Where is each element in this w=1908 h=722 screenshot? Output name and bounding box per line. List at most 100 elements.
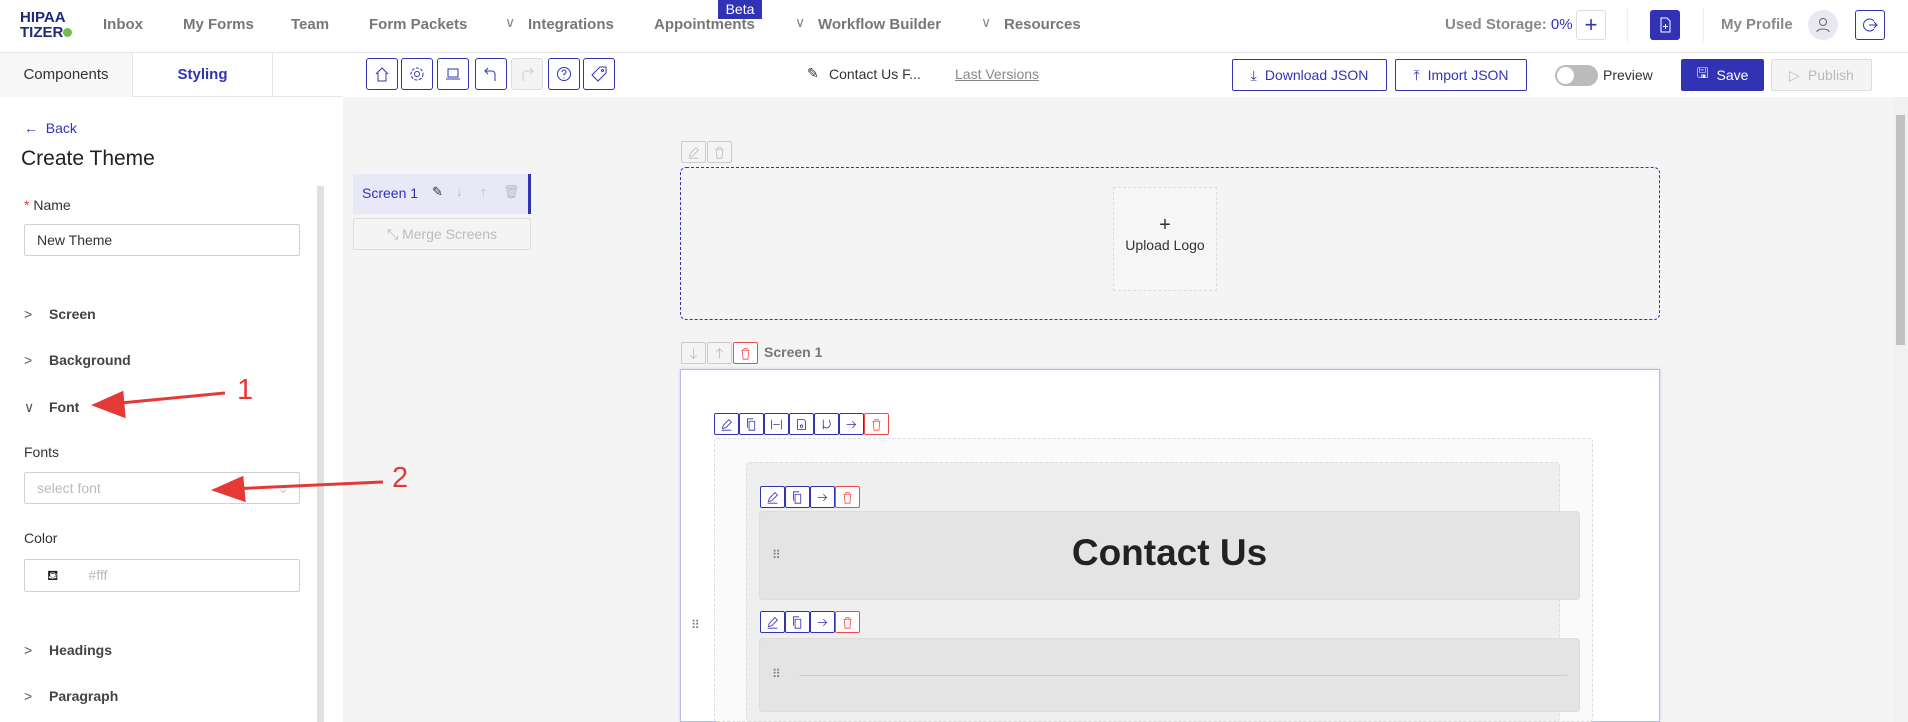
laptop-icon xyxy=(446,68,460,80)
arrow-up-icon[interactable]: ↑ xyxy=(480,184,487,199)
nav-team[interactable]: Team xyxy=(291,16,330,33)
nav-integrations[interactable]: Integrations xyxy=(528,16,614,33)
edit-button[interactable] xyxy=(760,611,785,633)
branch-icon xyxy=(822,419,831,429)
chevron-down-icon: ∨ xyxy=(981,14,992,30)
document-title[interactable]: Contact Us F... xyxy=(829,66,921,82)
move-button[interactable] xyxy=(839,413,864,435)
move-up-button[interactable] xyxy=(707,342,732,364)
edit-icon[interactable]: ✎ xyxy=(432,184,443,199)
heading-block[interactable]: ⠿ Contact Us xyxy=(759,511,1580,600)
edit-icon xyxy=(721,418,732,431)
drag-handle-icon[interactable]: ⠿ xyxy=(691,618,700,632)
section-headings[interactable]: > Headings xyxy=(24,642,113,658)
arrow-icon xyxy=(817,618,828,626)
duplicate-button[interactable] xyxy=(739,413,764,435)
screen-list-item[interactable]: Screen 1 ✎ ↓ ↑ 🗑 xyxy=(353,174,531,214)
import-json-button[interactable]: ⤒ Import JSON xyxy=(1395,59,1527,91)
settings-button[interactable] xyxy=(401,58,433,90)
annotation-arrowhead-1 xyxy=(91,390,126,419)
home-button[interactable] xyxy=(366,58,398,90)
section-screen[interactable]: > Screen xyxy=(24,306,96,322)
delete-logo-button[interactable] xyxy=(707,141,732,163)
nav-workflow-builder[interactable]: Workflow Builder xyxy=(818,16,942,33)
save-block-button[interactable] xyxy=(789,413,814,435)
nav-resources[interactable]: Resources xyxy=(1004,16,1081,33)
copy-icon xyxy=(747,417,756,431)
paint-bucket-icon[interactable]: ⛾ xyxy=(47,567,59,583)
nav-my-forms[interactable]: My Forms xyxy=(183,16,254,33)
delete-button[interactable] xyxy=(835,611,860,633)
save-button[interactable]: 🖫 Save xyxy=(1681,59,1764,91)
save-icon: 🖫 xyxy=(1696,65,1709,81)
color-input[interactable]: ⛾ #fff xyxy=(24,559,300,592)
section-font[interactable]: ∨ Font xyxy=(24,399,80,415)
delete-button[interactable] xyxy=(864,413,889,435)
duplicate-button[interactable] xyxy=(785,611,810,633)
logout-button[interactable] xyxy=(1855,10,1885,40)
preview-toggle[interactable] xyxy=(1555,65,1598,86)
heading-text[interactable]: Contact Us xyxy=(1071,532,1268,573)
arrow-left-icon: ← xyxy=(24,120,38,136)
fonts-label: Fonts xyxy=(24,444,60,460)
merge-screens-button[interactable]: ⤡ Merge Screens xyxy=(353,218,531,250)
redo-button[interactable] xyxy=(511,58,543,90)
sidebar-scrollbar[interactable] xyxy=(317,186,324,722)
import-json-label: Import JSON xyxy=(1427,67,1509,83)
full-width-button[interactable] xyxy=(764,413,789,435)
move-button[interactable] xyxy=(810,486,835,508)
tab-components[interactable]: Components xyxy=(0,53,133,97)
back-link[interactable]: ← Back xyxy=(24,120,77,136)
tab-styling[interactable]: Styling xyxy=(133,53,273,97)
storage-label: Used Storage: 0% xyxy=(1445,16,1573,33)
section-paragraph[interactable]: > Paragraph xyxy=(24,688,119,704)
undo-button[interactable] xyxy=(475,58,507,90)
user-icon xyxy=(1816,18,1830,33)
edit-button[interactable] xyxy=(760,486,785,508)
logic-button[interactable] xyxy=(814,413,839,435)
page-scrollbar[interactable] xyxy=(1893,97,1908,722)
name-input[interactable]: New Theme xyxy=(24,224,300,256)
divider xyxy=(1703,8,1704,42)
download-json-button[interactable]: ⤓ Download JSON xyxy=(1232,59,1387,91)
panel-tabs: Components Styling xyxy=(0,53,343,97)
help-button[interactable] xyxy=(548,58,580,90)
upload-icon: ⤒ xyxy=(1413,66,1420,83)
drag-handle-icon[interactable]: ⠿ xyxy=(772,548,781,562)
pencil-icon[interactable]: ✎ xyxy=(807,65,819,81)
device-preview-button[interactable] xyxy=(437,58,469,90)
nav-form-packets[interactable]: Form Packets xyxy=(369,16,468,33)
delete-screen-button[interactable] xyxy=(733,342,758,364)
add-storage-button[interactable]: + xyxy=(1576,10,1606,40)
trash-icon[interactable]: 🗑 xyxy=(503,184,520,199)
edit-button[interactable] xyxy=(714,413,739,435)
publish-button[interactable]: ▷ Publish xyxy=(1771,59,1872,91)
divider xyxy=(1627,8,1628,42)
nav-inbox[interactable]: Inbox xyxy=(103,16,143,33)
divider-block[interactable]: ⠿ xyxy=(759,638,1580,712)
top-nav: HIPAA TIZER Inbox My Forms Team Form Pack… xyxy=(0,0,1908,53)
upload-logo-button[interactable]: + Upload Logo xyxy=(1113,187,1217,291)
delete-button[interactable] xyxy=(835,486,860,508)
theme-button[interactable] xyxy=(583,58,615,90)
avatar[interactable] xyxy=(1808,10,1838,40)
plus-icon: + xyxy=(1159,214,1171,236)
upload-logo-label: Upload Logo xyxy=(1125,237,1205,253)
trash-icon xyxy=(741,347,750,360)
preview-label: Preview xyxy=(1603,67,1653,83)
drag-handle-icon[interactable]: ⠿ xyxy=(772,667,781,681)
new-form-button[interactable] xyxy=(1650,10,1680,40)
logo[interactable]: HIPAA TIZER xyxy=(20,10,80,40)
arrow-down-icon[interactable]: ↓ xyxy=(456,184,463,199)
nav-appointments[interactable]: Appointments xyxy=(654,16,755,33)
section-background[interactable]: > Background xyxy=(24,352,131,368)
duplicate-button[interactable] xyxy=(785,486,810,508)
my-profile-link[interactable]: My Profile xyxy=(1721,16,1793,33)
last-versions-link[interactable]: Last Versions xyxy=(955,66,1040,82)
move-button[interactable] xyxy=(810,611,835,633)
move-down-button[interactable] xyxy=(681,342,706,364)
width-icon xyxy=(771,419,782,429)
edit-logo-button[interactable] xyxy=(681,141,706,163)
send-icon: ▷ xyxy=(1789,66,1800,83)
